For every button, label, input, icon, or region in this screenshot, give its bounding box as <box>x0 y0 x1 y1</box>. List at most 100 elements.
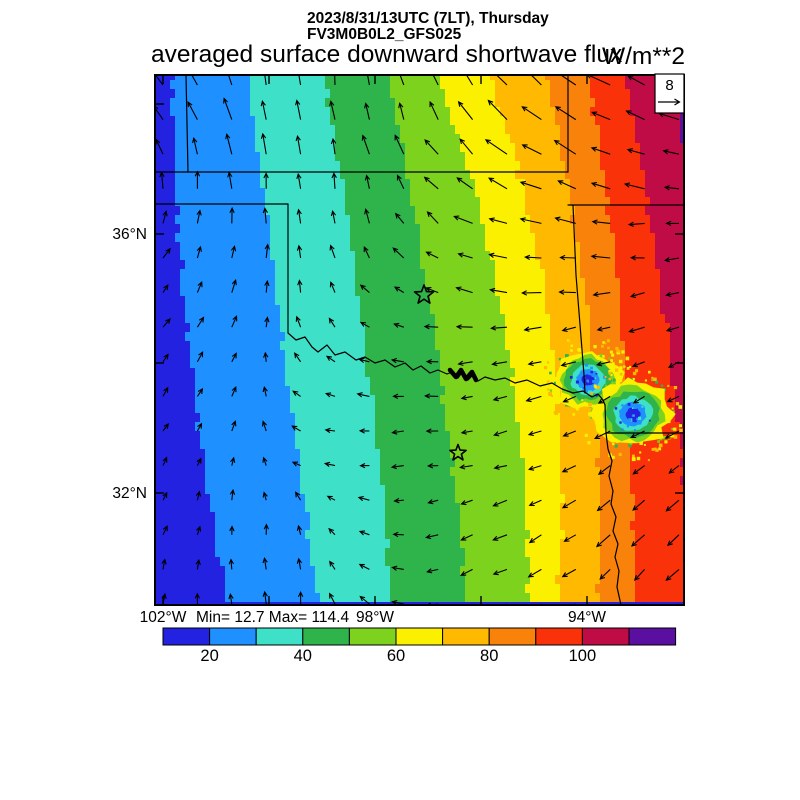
wind-arrow-icon <box>591 111 611 121</box>
wind-arrow-icon <box>364 102 370 120</box>
speckle <box>584 409 588 413</box>
speckle <box>570 349 573 352</box>
flux-band <box>625 75 684 485</box>
speckle <box>584 389 588 393</box>
speckle <box>584 377 588 381</box>
wind-arrow-icon <box>364 174 371 189</box>
wind-arrow-icon <box>662 149 680 155</box>
wind-arrow-icon <box>328 317 336 328</box>
wind-arrow-icon <box>521 144 542 155</box>
speckle <box>660 384 664 387</box>
speckle <box>590 366 593 370</box>
speckle <box>621 404 624 407</box>
speckle <box>615 368 619 372</box>
wind-arrow-icon <box>196 316 205 328</box>
wind-arrow-icon <box>392 531 404 538</box>
speckle <box>609 350 613 354</box>
wind-arrow-icon <box>525 395 542 403</box>
wind-arrow-icon <box>263 351 269 362</box>
speckle <box>578 342 582 346</box>
colorbar-tick-label: 20 <box>200 647 218 665</box>
wind-arrow-icon <box>324 427 336 434</box>
wind-arrow-icon <box>519 180 542 190</box>
wind-arrow-icon <box>492 534 508 541</box>
wind-arrow-icon <box>528 534 542 544</box>
wind-arrow-icon <box>196 525 202 535</box>
speckle <box>625 356 630 361</box>
wind-arrow-icon <box>629 292 645 298</box>
wind-arrow-icon <box>359 284 370 294</box>
wind-arrow-icon <box>296 172 302 189</box>
wind-arrow-icon <box>488 252 508 259</box>
speckle <box>544 366 548 370</box>
wind-arrow-icon <box>359 463 370 469</box>
wind-arrow-icon <box>162 422 169 432</box>
speckle <box>636 456 641 461</box>
wind-arrow-icon <box>295 134 302 155</box>
wind-arrow-icon <box>195 558 201 570</box>
wind-arrow-icon <box>223 97 233 120</box>
speckle <box>653 377 657 381</box>
speckle <box>631 457 636 462</box>
speckle <box>632 420 635 422</box>
wind-arrow-icon <box>329 244 336 259</box>
wind-arrow-icon <box>296 557 303 570</box>
speckle <box>673 427 677 431</box>
wind-arrow-icon <box>632 499 645 511</box>
colorbar: 20 40 60 80 100 <box>162 627 677 665</box>
wind-arrow-icon <box>231 386 237 397</box>
speckle <box>591 375 594 377</box>
speckle <box>634 406 637 409</box>
wind-arrow-icon <box>562 395 577 403</box>
colorbar-segment <box>162 627 211 646</box>
wind-arrow-icon <box>427 499 439 505</box>
speckle <box>569 376 573 379</box>
speckle <box>587 441 591 445</box>
speckle <box>621 428 624 431</box>
wind-arrow-icon <box>664 430 680 439</box>
wind-arrow-icon <box>391 599 404 605</box>
wind-arrow-icon <box>460 534 473 541</box>
speckle <box>547 399 551 403</box>
wind-arrow-icon <box>297 279 303 293</box>
wind-arrow-icon <box>326 495 336 501</box>
wind-arrow-icon <box>296 524 303 535</box>
wind-arrow-icon <box>455 324 473 330</box>
speckle <box>608 370 612 373</box>
wind-arrow-icon <box>592 291 611 297</box>
wind-vectors <box>155 75 680 605</box>
wind-arrow-icon <box>524 254 542 260</box>
speckle <box>588 412 592 416</box>
wind-arrow-icon <box>293 352 302 363</box>
wind-arrow-icon <box>460 568 473 576</box>
speckle <box>553 381 556 384</box>
speckle <box>554 411 558 415</box>
wind-arrow-icon <box>561 568 577 578</box>
wind-arrow-icon <box>628 326 645 334</box>
wind-arrow-icon <box>432 75 439 86</box>
speckle <box>626 425 630 428</box>
wind-arrow-icon <box>554 216 576 224</box>
speckle <box>588 402 592 407</box>
speckle <box>590 392 593 395</box>
speckle <box>675 402 680 406</box>
wind-arrow-icon <box>665 291 680 297</box>
speckle <box>574 341 578 345</box>
speckle <box>641 405 644 408</box>
wind-arrow-icon <box>489 287 508 294</box>
colorbar-segment <box>348 627 397 646</box>
speckle <box>621 350 625 354</box>
wind-arrow-icon <box>596 499 611 512</box>
speckle <box>615 346 619 351</box>
wind-arrow-icon <box>162 284 169 293</box>
speckle <box>590 439 593 443</box>
wind-arrow-icon <box>260 132 267 155</box>
speckle <box>679 428 683 433</box>
wind-arrow-icon <box>162 318 171 328</box>
speckle <box>655 380 659 384</box>
wind-arrow-icon <box>324 392 336 398</box>
speckle <box>602 355 605 358</box>
wind-arrow-icon <box>665 326 680 333</box>
wind-arrow-icon <box>159 171 165 189</box>
